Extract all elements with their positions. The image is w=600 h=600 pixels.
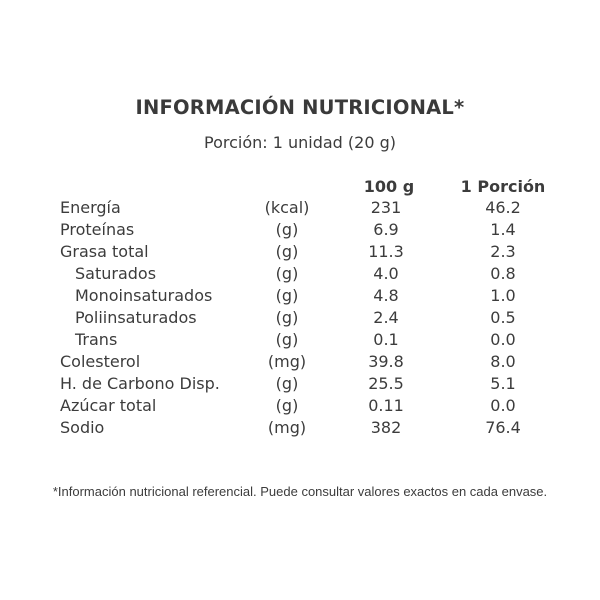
- value-per-100g: 11.3: [368, 242, 404, 261]
- nutrient-name: Trans: [75, 330, 118, 349]
- nutrient-name: Colesterol: [60, 352, 141, 371]
- value-per-portion: 0.0: [490, 396, 516, 415]
- value-per-portion: 5.1: [490, 374, 516, 393]
- nutrition-title: INFORMACIÓN NUTRICIONAL*: [135, 96, 465, 119]
- nutrient-unit: (g): [275, 242, 299, 261]
- nutrient-name: Poliinsaturados: [75, 308, 197, 327]
- nutrient-unit: (mg): [267, 418, 307, 437]
- nutrient-name: H. de Carbono Disp.: [60, 374, 220, 393]
- value-per-100g: 39.8: [368, 352, 404, 371]
- value-per-100g: 4.8: [373, 286, 399, 305]
- nutrient-name: Azúcar total: [60, 396, 157, 415]
- table-header-row: 100 g 1 Porción: [0, 176, 600, 198]
- value-per-100g: 231: [370, 198, 402, 217]
- value-per-portion: 1.0: [490, 286, 516, 305]
- nutrient-unit: (g): [275, 308, 299, 327]
- nutrient-unit: (g): [275, 220, 299, 239]
- value-per-portion: 0.0: [490, 330, 516, 349]
- table-row-azucar-total: Azúcar total (g) 0.11 0.0: [0, 395, 600, 417]
- table-row-trans: Trans (g) 0.1 0.0: [0, 329, 600, 351]
- table-row-carbohidratos: H. de Carbono Disp. (g) 25.5 5.1: [0, 373, 600, 395]
- footnote: *Información nutricional referencial. Pu…: [52, 484, 548, 499]
- nutrient-unit: (kcal): [264, 198, 310, 217]
- nutrient-name: Saturados: [75, 264, 157, 283]
- table-row-saturados: Saturados (g) 4.0 0.8: [0, 263, 600, 285]
- table-row-grasa-total: Grasa total (g) 11.3 2.3: [0, 241, 600, 263]
- value-per-portion: 46.2: [485, 198, 521, 217]
- table-row-sodio: Sodio (mg) 382 76.4: [0, 417, 600, 439]
- nutrient-name: Grasa total: [60, 242, 149, 261]
- nutrient-unit: (mg): [267, 352, 307, 371]
- value-per-100g: 382: [370, 418, 402, 437]
- nutrient-unit: (g): [275, 286, 299, 305]
- value-per-100g: 2.4: [373, 308, 399, 327]
- value-per-100g: 4.0: [373, 264, 399, 283]
- serving-size: Porción: 1 unidad (20 g): [203, 133, 397, 152]
- nutrient-unit: (g): [275, 396, 299, 415]
- value-per-portion: 0.5: [490, 308, 516, 327]
- nutrient-name: Proteínas: [60, 220, 135, 239]
- nutrient-unit: (g): [275, 264, 299, 283]
- value-per-portion: 76.4: [485, 418, 521, 437]
- value-per-100g: 0.11: [368, 396, 404, 415]
- nutrient-name: Sodio: [60, 418, 105, 437]
- nutrient-name: Energía: [60, 198, 121, 217]
- value-per-100g: 6.9: [373, 220, 399, 239]
- header-per-100g: 100 g: [363, 177, 415, 196]
- value-per-100g: 0.1: [373, 330, 399, 349]
- header-per-portion: 1 Porción: [460, 177, 546, 196]
- table-row-monoinsaturados: Monoinsaturados (g) 4.8 1.0: [0, 285, 600, 307]
- table-row-poliinsaturados: Poliinsaturados (g) 2.4 0.5: [0, 307, 600, 329]
- value-per-portion: 2.3: [490, 242, 516, 261]
- value-per-100g: 25.5: [368, 374, 404, 393]
- value-per-portion: 8.0: [490, 352, 516, 371]
- table-row-proteinas: Proteínas (g) 6.9 1.4: [0, 219, 600, 241]
- value-per-portion: 1.4: [490, 220, 516, 239]
- table-row-colesterol: Colesterol (mg) 39.8 8.0: [0, 351, 600, 373]
- nutrient-name: Monoinsaturados: [75, 286, 213, 305]
- nutrient-unit: (g): [275, 330, 299, 349]
- table-row-energia: Energía (kcal) 231 46.2: [0, 197, 600, 219]
- nutrient-unit: (g): [275, 374, 299, 393]
- value-per-portion: 0.8: [490, 264, 516, 283]
